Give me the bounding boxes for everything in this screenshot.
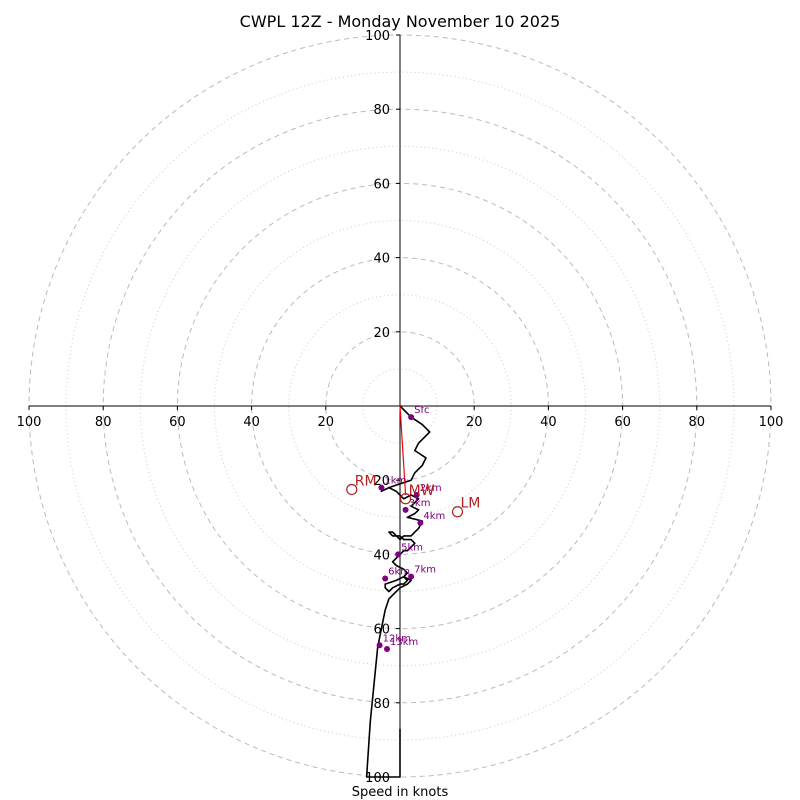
storm-motion-MW: [399, 493, 412, 505]
x-tick-label: 100: [759, 415, 784, 430]
y-tick-label: 80: [373, 697, 390, 712]
y-tick-label: 80: [373, 103, 390, 118]
height-marker-13km: [384, 646, 391, 653]
y-tick-label: 20: [373, 326, 390, 341]
height-label-Sfc: Sfc: [414, 405, 429, 416]
height-marker-3km: [402, 506, 409, 513]
y-tick-label: 40: [373, 548, 390, 563]
storm-motion-label-LM: LM: [461, 496, 481, 512]
x-axis-label: Speed in knots: [352, 785, 449, 800]
series-hodograph: [365, 405, 431, 778]
tick-labels: 100 80 60 40 20 20 40 60 80 100100806040202040608…: [17, 29, 784, 786]
x-tick-label: 40: [540, 415, 557, 430]
storm-motion-label-MW: MW: [409, 483, 435, 499]
height-label-4km: 4km: [423, 511, 445, 522]
y-tick-label: 60: [373, 177, 390, 192]
height-marker-2km: [413, 492, 420, 499]
height-label-13km: 13km: [390, 637, 418, 648]
height-label-7km: 7km: [414, 565, 436, 576]
height-marker-Sfc: [408, 414, 415, 421]
height-marker-5km: [395, 551, 402, 558]
storm-motion-label-RM: RM: [355, 473, 377, 489]
y-tick-label: 100: [365, 29, 390, 44]
storm-motions: RM LM MW: [346, 473, 481, 518]
height-label-1km: 1km: [384, 476, 406, 487]
series-group: [365, 405, 431, 778]
series-mean-wind-line: [399, 405, 407, 496]
height-label-3km: 3km: [409, 498, 431, 509]
x-tick-label: 80: [95, 415, 112, 430]
height-label-6km: 6km: [388, 567, 410, 578]
height-marker-4km: [417, 519, 424, 526]
y-tick-label: 40: [373, 252, 390, 267]
height-label-5km: 5km: [401, 542, 423, 553]
x-tick-label: 100: [17, 415, 42, 430]
x-tick-label: 20: [318, 415, 335, 430]
x-tick-label: 20: [466, 415, 483, 430]
height-marker-6km: [382, 575, 389, 582]
height-label-2km: 2km: [420, 483, 442, 494]
height-marker-7km: [408, 573, 415, 580]
x-tick-label: 60: [169, 415, 186, 430]
x-tick-label: 60: [614, 415, 631, 430]
x-tick-label: 80: [689, 415, 706, 430]
storm-motion-LM: [451, 506, 464, 518]
chart-title: CWPL 12Z - Monday November 10 2025: [240, 12, 561, 31]
y-tick-label: 20: [373, 474, 390, 489]
height-marker-1km: [378, 484, 385, 491]
y-tick-label: 100: [365, 771, 390, 786]
storm-motion-RM: [346, 483, 358, 496]
x-tick-label: 40: [243, 415, 260, 430]
height-marker-12km: [376, 642, 383, 649]
height-label-12km: 12km: [383, 633, 411, 644]
